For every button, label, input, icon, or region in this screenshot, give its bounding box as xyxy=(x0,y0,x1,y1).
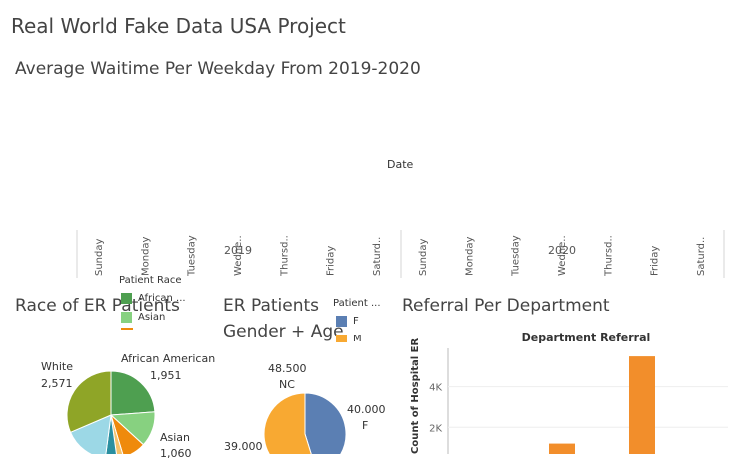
gender-legend-title: Patient ... xyxy=(333,298,381,309)
gender-legend-label: F xyxy=(353,316,359,327)
race-legend-swatch-cut xyxy=(121,328,133,330)
gender-legend-item[interactable]: F xyxy=(336,316,359,327)
race-pie-chart[interactable] xyxy=(60,370,162,454)
referral-section-title: Referral Per Department xyxy=(402,296,610,316)
gender-pie-slice[interactable] xyxy=(305,393,346,454)
weekday-tick-label: Friday xyxy=(650,246,661,276)
pie-label-value: 48.500 xyxy=(268,362,307,375)
referral-bar[interactable] xyxy=(549,444,575,454)
legend-swatch xyxy=(121,312,132,323)
pie-label-name: African American xyxy=(121,352,215,365)
pie-label-value: 39.000 xyxy=(224,440,263,453)
weekday-tick-label: Saturd.. xyxy=(372,237,383,276)
weekday-tick-label: Tuesday xyxy=(511,235,522,277)
pie-label-name: NC xyxy=(279,378,295,391)
weekday-tick-label: Saturd.. xyxy=(696,237,707,276)
year-header: 2019 xyxy=(224,244,252,257)
weekday-tick-label: Thursd.. xyxy=(603,235,614,277)
weekday-tick-label: Tuesday xyxy=(187,235,198,277)
race-legend-label: African ... xyxy=(138,293,186,304)
gender-legend-item[interactable]: M xyxy=(336,335,362,342)
gender-legend-label: M xyxy=(353,335,362,342)
gender-section-title-line2: Gender + Age xyxy=(223,322,344,342)
weekday-tick-label: Monday xyxy=(140,236,151,276)
referral-bar-chart[interactable]: Department Referral Count of Hospital ER 2… xyxy=(402,326,734,454)
pie-label-name: Asian xyxy=(160,431,190,444)
pie-label-name: F xyxy=(362,419,368,432)
race-legend-title: Patient Race xyxy=(119,275,182,286)
gender-pie-chart[interactable] xyxy=(262,392,350,454)
referral-y-axis-label: Count of Hospital ER xyxy=(410,338,421,454)
weekday-tick-label: Thursd.. xyxy=(279,235,290,277)
race-legend-item[interactable]: Asian xyxy=(121,312,165,323)
referral-y-tick-label: 4K xyxy=(429,383,442,394)
pie-label-value: 40.000 xyxy=(347,403,386,416)
weekday-tick-label: Friday xyxy=(326,246,337,276)
race-pie-slice[interactable] xyxy=(111,371,155,415)
referral-chart-title: Department Referral xyxy=(522,331,651,344)
weekday-tick-label: Monday xyxy=(464,236,475,276)
waitime-chart-title: Average Waitime Per Weekday From 2019-20… xyxy=(15,59,421,79)
referral-bar[interactable] xyxy=(629,356,655,454)
year-header: 2020 xyxy=(548,244,576,257)
race-legend-item[interactable]: African ... xyxy=(121,293,186,304)
referral-y-tick-label: 2K xyxy=(429,423,442,434)
legend-swatch xyxy=(121,293,132,304)
date-column-header: Date xyxy=(387,158,413,171)
weekday-tick-label: Sunday xyxy=(418,239,429,276)
legend-swatch xyxy=(336,316,347,327)
gender-section-title: ER Patients xyxy=(223,296,319,316)
weekday-axis: Sunday Monday Tuesday Wedne.. Thursd.. Friday… xyxy=(0,226,736,282)
race-legend-label: Asian xyxy=(138,312,165,323)
weekday-tick-label: Sunday xyxy=(94,239,105,276)
legend-swatch xyxy=(336,335,347,342)
page-title: Real World Fake Data USA Project xyxy=(11,14,346,38)
